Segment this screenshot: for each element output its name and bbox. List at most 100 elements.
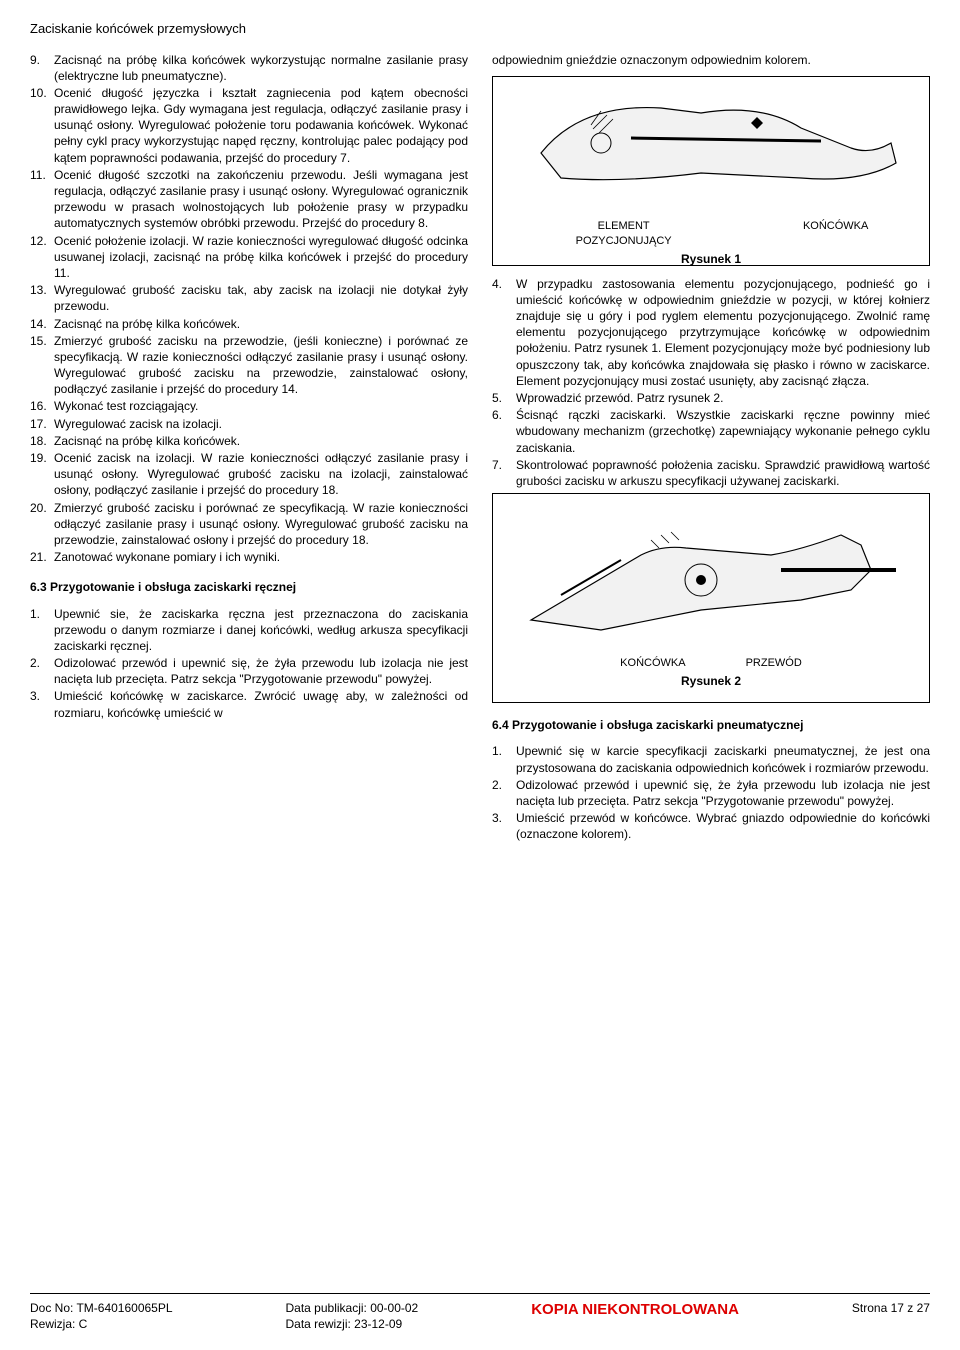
footer-left: Doc No: TM-640160065PL Rewizja: C (30, 1300, 173, 1332)
list-item-number: 13. (30, 282, 54, 314)
fig2-label-left: KOŃCÓWKA (620, 656, 685, 671)
list-item-number: 5. (492, 390, 516, 406)
list-item-number: 1. (30, 606, 54, 655)
left-column: 9.Zacisnąć na próbę kilka końcówek wykor… (30, 52, 468, 844)
list-item-number: 14. (30, 316, 54, 332)
right-a-item: 4.W przypadku zastosowania elementu pozy… (492, 276, 930, 389)
revision: Rewizja: C (30, 1316, 173, 1332)
right-list-a: 4.W przypadku zastosowania elementu pozy… (492, 276, 930, 489)
list-item-text: Wprowadzić przewód. Patrz rysunek 2. (516, 390, 930, 406)
list-item-number: 17. (30, 416, 54, 432)
left-list-63: 1.Upewnić sie, że zaciskarka ręczna jest… (30, 606, 468, 721)
list-item-number: 18. (30, 433, 54, 449)
list-item-text: Zmierzyć grubość zacisku na przewodzie, … (54, 333, 468, 398)
list-item-text: Wykonać test rozciągający. (54, 398, 468, 414)
right-64-item: 1.Upewnić się w karcie specyfikacji zaci… (492, 743, 930, 775)
list-item-number: 7. (492, 457, 516, 489)
left-main-item: 12.Ocenić położenie izolacji. W razie ko… (30, 233, 468, 282)
list-item-text: Ocenić długość języczka i kształt zagnie… (54, 85, 468, 166)
figure-1: ELEMENT POZYCJONUJĄCY KOŃCÓWKA Rysunek 1 (492, 76, 930, 266)
page-title: Zaciskanie końcówek przemysłowych (30, 20, 930, 38)
list-item-text: Wyregulować zacisk na izolacji. (54, 416, 468, 432)
list-item-number: 6. (492, 407, 516, 456)
page-number: Strona 17 z 27 (852, 1300, 930, 1332)
right-64-item: 2.Odizolować przewód i upewnić się, że ż… (492, 777, 930, 809)
figure-1-caption: Rysunek 1 (499, 251, 923, 267)
list-item-number: 19. (30, 450, 54, 499)
list-item-number: 2. (492, 777, 516, 809)
fig1-label-right: KOŃCÓWKA (803, 219, 868, 234)
list-item-text: Ocenić położenie izolacji. W razie konie… (54, 233, 468, 282)
list-item-number: 3. (30, 688, 54, 720)
list-item-number: 9. (30, 52, 54, 84)
list-item-number: 16. (30, 398, 54, 414)
list-item-number: 3. (492, 810, 516, 842)
list-item-text: Upewnić sie, że zaciskarka ręczna jest p… (54, 606, 468, 655)
left-main-item: 13.Wyregulować grubość zacisku tak, aby … (30, 282, 468, 314)
list-item-number: 11. (30, 167, 54, 232)
list-item-text: Wyregulować grubość zacisku tak, aby zac… (54, 282, 468, 314)
right-intro-text: odpowiednim gnieździe oznaczonym odpowie… (492, 52, 930, 68)
figure-1-labels: ELEMENT POZYCJONUJĄCY KOŃCÓWKA (499, 219, 923, 249)
right-64-item: 3.Umieścić przewód w końcówce. Wybrać gn… (492, 810, 930, 842)
right-a-item: 5.Wprowadzić przewód. Patrz rysunek 2. (492, 390, 930, 406)
list-item-number: 20. (30, 500, 54, 549)
section-6-3-heading: 6.3 Przygotowanie i obsługa zaciskarki r… (30, 579, 468, 595)
left-main-item: 16.Wykonać test rozciągający. (30, 398, 468, 414)
right-a-item: 7.Skontrolować poprawność położenia zaci… (492, 457, 930, 489)
list-item-number: 10. (30, 85, 54, 166)
list-item-text: Odizolować przewód i upewnić się, że żył… (54, 655, 468, 687)
list-item-text: Umieścić przewód w końcówce. Wybrać gnia… (516, 810, 930, 842)
left-main-item: 21.Zanotować wykonane pomiary i ich wyni… (30, 549, 468, 565)
list-item-number: 15. (30, 333, 54, 398)
right-list-64: 1.Upewnić się w karcie specyfikacji zaci… (492, 743, 930, 842)
rev-date: Data rewizji: 23-12-09 (285, 1316, 418, 1332)
list-item-text: Skontrolować poprawność położenia zacisk… (516, 457, 930, 489)
section-6-4-heading: 6.4 Przygotowanie i obsługa zaciskarki p… (492, 717, 930, 733)
list-item-number: 21. (30, 549, 54, 565)
list-item-text: Ocenić zacisk na izolacji. W razie konie… (54, 450, 468, 499)
left-list-main: 9.Zacisnąć na próbę kilka końcówek wykor… (30, 52, 468, 566)
figure-2: KOŃCÓWKA PRZEWÓD Rysunek 2 (492, 493, 930, 703)
list-item-text: Ocenić długość szczotki na zakończeniu p… (54, 167, 468, 232)
left-main-item: 9.Zacisnąć na próbę kilka końcówek wykor… (30, 52, 468, 84)
list-item-text: Umieścić końcówkę w zaciskarce. Zwrócić … (54, 688, 468, 720)
left-main-item: 17.Wyregulować zacisk na izolacji. (30, 416, 468, 432)
left-main-item: 10.Ocenić długość języczka i kształt zag… (30, 85, 468, 166)
left-main-item: 20.Zmierzyć grubość zacisku i porównać z… (30, 500, 468, 549)
list-item-text: Zacisnąć na próbę kilka końcówek. (54, 433, 468, 449)
fig1-label-left: ELEMENT POZYCJONUJĄCY (554, 219, 694, 249)
list-item-number: 12. (30, 233, 54, 282)
list-item-number: 2. (30, 655, 54, 687)
list-item-text: Ścisnąć rączki zaciskarki. Wszystkie zac… (516, 407, 930, 456)
left-main-item: 14.Zacisnąć na próbę kilka końcówek. (30, 316, 468, 332)
figure-2-illustration (499, 500, 923, 650)
left-63-item: 3.Umieścić końcówkę w zaciskarce. Zwróci… (30, 688, 468, 720)
footer-dates: Data publikacji: 00-00-02 Data rewizji: … (285, 1300, 418, 1332)
doc-no: Doc No: TM-640160065PL (30, 1300, 173, 1316)
left-63-item: 1.Upewnić sie, że zaciskarka ręczna jest… (30, 606, 468, 655)
figure-2-caption: Rysunek 2 (499, 673, 923, 689)
list-item-text: Zacisnąć na próbę kilka końcówek. (54, 316, 468, 332)
left-main-item: 18.Zacisnąć na próbę kilka końcówek. (30, 433, 468, 449)
list-item-text: Upewnić się w karcie specyfikacji zacisk… (516, 743, 930, 775)
figure-2-labels: KOŃCÓWKA PRZEWÓD (499, 656, 923, 671)
uncontrolled-copy: KOPIA NIEKONTROLOWANA (531, 1300, 739, 1332)
content-columns: 9.Zacisnąć na próbę kilka końcówek wykor… (30, 52, 930, 844)
list-item-text: W przypadku zastosowania elementu pozycj… (516, 276, 930, 389)
fig2-label-right: PRZEWÓD (746, 656, 802, 671)
list-item-text: Zanotować wykonane pomiary i ich wyniki. (54, 549, 468, 565)
right-column: odpowiednim gnieździe oznaczonym odpowie… (492, 52, 930, 844)
left-63-item: 2.Odizolować przewód i upewnić się, że ż… (30, 655, 468, 687)
pub-date: Data publikacji: 00-00-02 (285, 1300, 418, 1316)
page-footer: Doc No: TM-640160065PL Rewizja: C Data p… (30, 1293, 930, 1332)
list-item-text: Zacisnąć na próbę kilka końcówek wykorzy… (54, 52, 468, 84)
left-main-item: 11.Ocenić długość szczotki na zakończeni… (30, 167, 468, 232)
right-a-item: 6.Ścisnąć rączki zaciskarki. Wszystkie z… (492, 407, 930, 456)
list-item-text: Zmierzyć grubość zacisku i porównać ze s… (54, 500, 468, 549)
left-main-item: 19.Ocenić zacisk na izolacji. W razie ko… (30, 450, 468, 499)
list-item-text: Odizolować przewód i upewnić się, że żył… (516, 777, 930, 809)
left-main-item: 15.Zmierzyć grubość zacisku na przewodzi… (30, 333, 468, 398)
list-item-number: 1. (492, 743, 516, 775)
figure-1-illustration (499, 83, 923, 213)
